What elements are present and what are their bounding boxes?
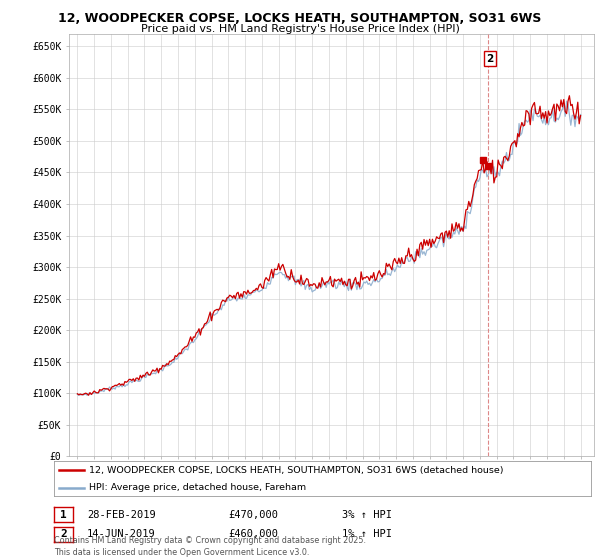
Text: 14-JUN-2019: 14-JUN-2019 bbox=[87, 529, 156, 539]
Text: £460,000: £460,000 bbox=[228, 529, 278, 539]
Text: Contains HM Land Registry data © Crown copyright and database right 2025.
This d: Contains HM Land Registry data © Crown c… bbox=[54, 536, 366, 557]
Text: 2: 2 bbox=[487, 54, 494, 64]
Text: HPI: Average price, detached house, Fareham: HPI: Average price, detached house, Fare… bbox=[89, 483, 306, 492]
Text: 12, WOODPECKER COPSE, LOCKS HEATH, SOUTHAMPTON, SO31 6WS (detached house): 12, WOODPECKER COPSE, LOCKS HEATH, SOUTH… bbox=[89, 466, 503, 475]
Text: 1: 1 bbox=[60, 510, 67, 520]
Text: 2: 2 bbox=[60, 529, 67, 539]
Text: 3% ↑ HPI: 3% ↑ HPI bbox=[342, 510, 392, 520]
Text: £470,000: £470,000 bbox=[228, 510, 278, 520]
Text: 1% ↑ HPI: 1% ↑ HPI bbox=[342, 529, 392, 539]
Text: 28-FEB-2019: 28-FEB-2019 bbox=[87, 510, 156, 520]
Text: Price paid vs. HM Land Registry's House Price Index (HPI): Price paid vs. HM Land Registry's House … bbox=[140, 24, 460, 34]
Text: 12, WOODPECKER COPSE, LOCKS HEATH, SOUTHAMPTON, SO31 6WS: 12, WOODPECKER COPSE, LOCKS HEATH, SOUTH… bbox=[58, 12, 542, 25]
